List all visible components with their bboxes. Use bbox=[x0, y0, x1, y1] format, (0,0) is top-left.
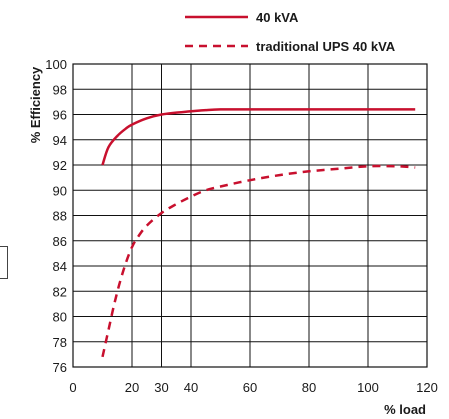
y-tick-label-78: 78 bbox=[53, 335, 67, 350]
y-tick-label-82: 82 bbox=[53, 284, 67, 299]
x-tick-label-30: 30 bbox=[154, 380, 168, 395]
y-tick-label-94: 94 bbox=[53, 133, 67, 148]
y-tick-label-76: 76 bbox=[53, 360, 67, 375]
y-tick-label-84: 84 bbox=[53, 259, 67, 274]
y-tick-label-88: 88 bbox=[53, 209, 67, 224]
y-tick-label-80: 80 bbox=[53, 310, 67, 325]
y-axis-title: % Efficiency bbox=[28, 66, 43, 143]
x-tick-labels: 0 20 30 40 60 80 100 120 bbox=[69, 380, 437, 395]
x-tick-label-60: 60 bbox=[243, 380, 257, 395]
y-tick-label-100: 100 bbox=[45, 57, 67, 72]
series-line-1 bbox=[101, 164, 416, 358]
legend: 40 kVA traditional UPS 40 kVA bbox=[185, 10, 396, 54]
y-tick-label-86: 86 bbox=[53, 234, 67, 249]
series-line-0 bbox=[101, 108, 416, 166]
x-tick-label-20: 20 bbox=[125, 380, 139, 395]
legend-label-40kva: 40 kVA bbox=[256, 10, 299, 25]
x-tick-label-80: 80 bbox=[302, 380, 316, 395]
clipped-edge-mark bbox=[0, 246, 8, 279]
y-tick-label-92: 92 bbox=[53, 158, 67, 173]
x-axis-title: % load bbox=[384, 402, 426, 417]
y-tick-label-96: 96 bbox=[53, 108, 67, 123]
y-tick-labels: 76 78 80 82 84 86 88 90 92 94 96 98 100 bbox=[45, 57, 67, 375]
legend-label-traditional: traditional UPS 40 kVA bbox=[256, 39, 396, 54]
x-tick-label-100: 100 bbox=[357, 380, 379, 395]
plot-frame bbox=[72, 63, 428, 368]
y-tick-label-90: 90 bbox=[53, 183, 67, 198]
x-tick-label-120: 120 bbox=[416, 380, 438, 395]
y-tick-label-98: 98 bbox=[53, 82, 67, 97]
series-lines bbox=[101, 108, 416, 358]
x-tick-label-40: 40 bbox=[184, 380, 198, 395]
x-tick-label-0: 0 bbox=[69, 380, 76, 395]
